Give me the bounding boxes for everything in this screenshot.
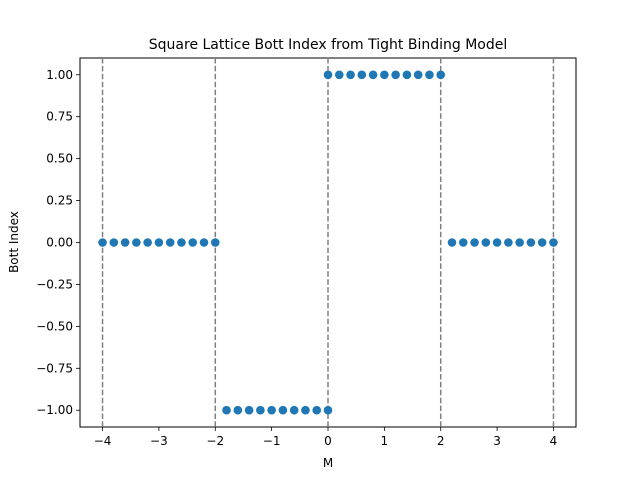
x-tick-label: 0 bbox=[324, 434, 332, 448]
data-point bbox=[154, 238, 164, 247]
data-point bbox=[244, 405, 254, 415]
x-tick-label: 1 bbox=[381, 434, 389, 448]
x-axis-label: M bbox=[323, 456, 333, 470]
data-points bbox=[98, 70, 558, 415]
data-point bbox=[323, 405, 333, 415]
data-point bbox=[537, 238, 547, 247]
data-point bbox=[289, 405, 299, 415]
y-axis-label: Bott Index bbox=[7, 211, 21, 273]
data-point bbox=[233, 405, 243, 415]
data-point bbox=[334, 70, 344, 80]
data-point bbox=[199, 238, 209, 247]
data-point bbox=[436, 70, 446, 80]
data-point bbox=[391, 70, 400, 80]
y-tick-label: −1.00 bbox=[36, 403, 73, 417]
data-point bbox=[380, 70, 389, 80]
data-point bbox=[188, 238, 198, 247]
data-point bbox=[210, 238, 220, 247]
y-tick-label: −0.50 bbox=[36, 319, 73, 333]
data-point bbox=[425, 70, 434, 80]
x-tick-label: 3 bbox=[493, 434, 501, 448]
data-point bbox=[278, 405, 288, 415]
y-tick-label: 0.75 bbox=[46, 110, 73, 124]
data-point bbox=[549, 238, 558, 247]
data-point bbox=[222, 405, 231, 415]
x-tick-label: −3 bbox=[150, 434, 168, 448]
y-tick-label: 1.00 bbox=[46, 68, 73, 82]
data-point bbox=[109, 238, 119, 247]
data-point bbox=[256, 405, 265, 415]
data-point bbox=[177, 238, 186, 247]
x-tick-label: −1 bbox=[263, 434, 281, 448]
data-point bbox=[470, 238, 479, 247]
data-point bbox=[312, 405, 322, 415]
axis-ticks: −4 −3 −2 −1 0 1 2 3 4 −1.00 −0.75 −0.50 −0.25 0.00 0.2… bbox=[36, 68, 557, 448]
data-point bbox=[143, 238, 152, 247]
data-point bbox=[132, 238, 141, 247]
y-tick-label: −0.75 bbox=[36, 361, 73, 375]
data-point bbox=[447, 238, 457, 247]
data-point bbox=[98, 238, 107, 247]
data-point bbox=[413, 70, 423, 80]
data-point bbox=[368, 70, 378, 80]
data-point bbox=[346, 70, 355, 80]
data-point bbox=[515, 238, 524, 247]
data-point bbox=[492, 238, 502, 247]
data-point bbox=[357, 70, 367, 80]
x-tick-label: 4 bbox=[550, 434, 558, 448]
data-point bbox=[402, 70, 412, 80]
data-point bbox=[323, 70, 333, 80]
data-point bbox=[526, 238, 536, 247]
data-point bbox=[481, 238, 491, 247]
x-tick-label: −4 bbox=[94, 434, 112, 448]
y-tick-label: 0.25 bbox=[46, 194, 73, 208]
data-point bbox=[301, 405, 310, 415]
y-tick-label: −0.25 bbox=[36, 277, 73, 291]
x-tick-label: −2 bbox=[206, 434, 224, 448]
data-point bbox=[267, 405, 276, 415]
data-point bbox=[165, 238, 175, 247]
y-tick-label: 0.50 bbox=[46, 152, 73, 166]
data-point bbox=[120, 238, 130, 247]
x-tick-label: 2 bbox=[437, 434, 445, 448]
chart-title: Square Lattice Bott Index from Tight Bin… bbox=[149, 37, 507, 53]
data-point bbox=[458, 238, 468, 247]
data-point bbox=[504, 238, 513, 247]
y-tick-label: 0.00 bbox=[46, 236, 73, 250]
